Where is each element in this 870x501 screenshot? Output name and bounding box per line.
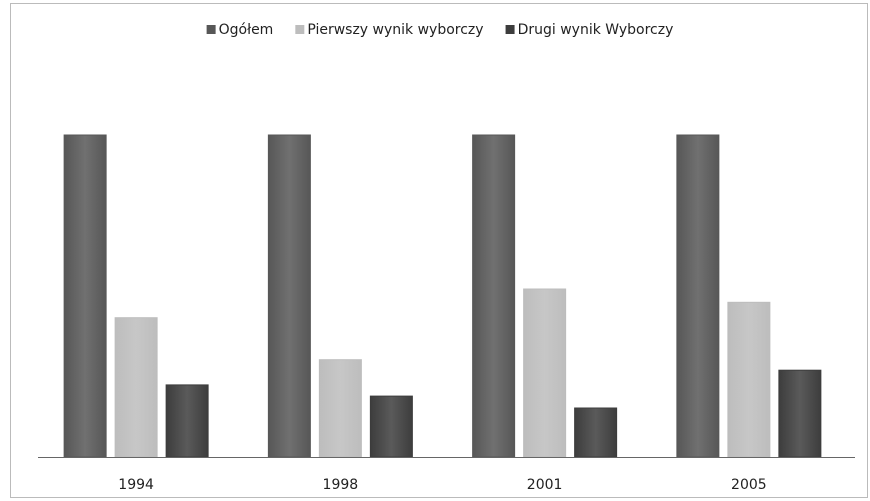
legend-swatch — [206, 25, 216, 34]
bar — [472, 134, 516, 458]
bar — [523, 288, 567, 458]
x-tick-label: 1994 — [118, 477, 154, 493]
legend-swatch — [505, 25, 515, 34]
legend-label: Drugi wynik Wyborczy — [518, 22, 674, 38]
bar — [727, 301, 771, 458]
bar — [318, 359, 362, 458]
bar — [369, 395, 413, 458]
bar — [114, 317, 158, 458]
legend-swatch — [295, 25, 305, 34]
x-tick-label: 1998 — [323, 477, 359, 493]
bar — [267, 134, 311, 458]
bar — [778, 369, 822, 458]
bar — [574, 407, 618, 458]
bar — [63, 134, 107, 458]
legend-label: Ogółem — [219, 22, 274, 38]
bar — [676, 134, 720, 458]
x-tick-label: 2001 — [527, 477, 563, 493]
x-tick-label: 2005 — [731, 477, 767, 493]
bar — [165, 384, 209, 458]
legend-label: Pierwszy wynik wyborczy — [307, 22, 483, 38]
legend: Ogółem Pierwszy wynik wyborczy Drugi wynik… — [206, 22, 674, 38]
